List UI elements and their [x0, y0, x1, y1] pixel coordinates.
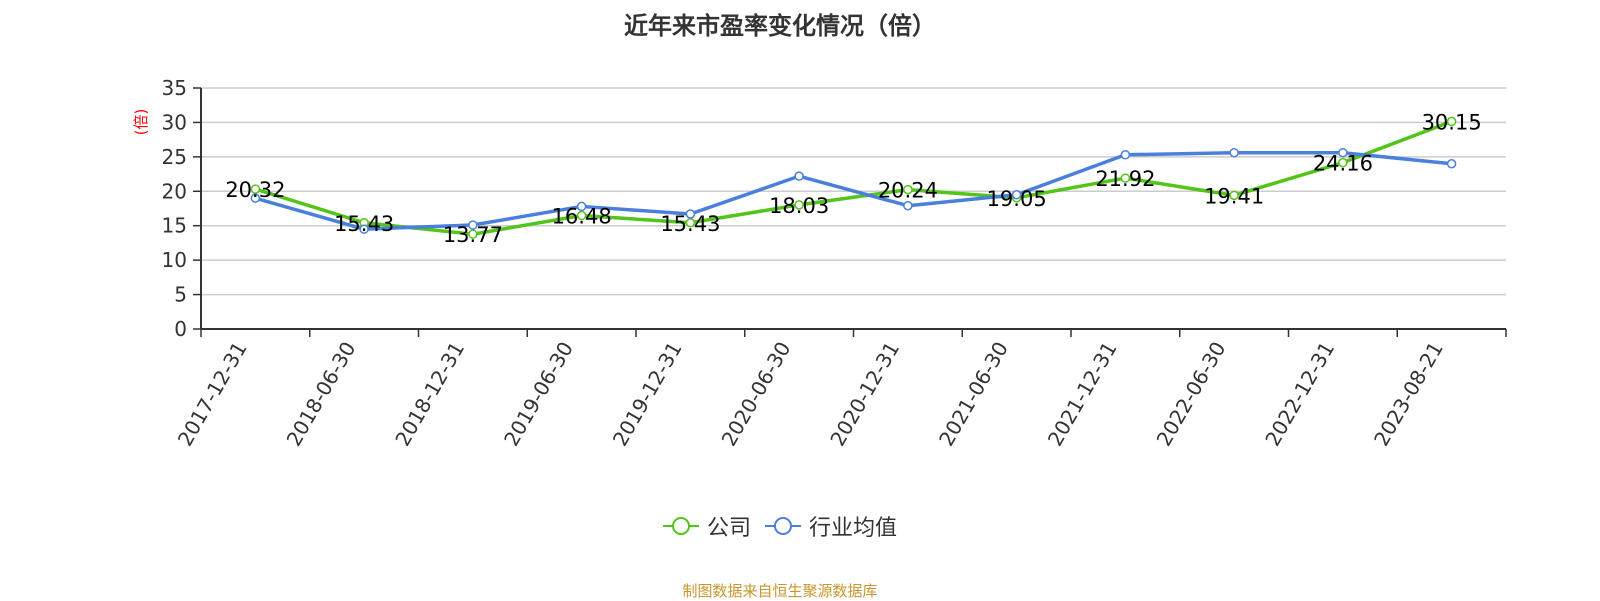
x-tick-label: 2022-12-31 [1260, 338, 1339, 451]
data-point[interactable] [576, 201, 587, 212]
data-point[interactable] [903, 200, 913, 211]
data-label: 19.05 [987, 187, 1047, 211]
data-point[interactable] [468, 220, 478, 230]
data-label: 16.48 [552, 205, 612, 229]
x-tick-label: 2019-12-31 [608, 338, 687, 451]
y-tick-label: 5 [174, 283, 187, 307]
data-source-note: 制图数据来自恒生聚源数据库 [682, 582, 878, 600]
line-chart: 0 5 10 15 20 25 30 35 (倍) 2017-12-31 2018-06-30 201… [132, 76, 1507, 451]
data-label: 15.43 [660, 212, 720, 236]
data-point[interactable] [576, 210, 587, 221]
x-tick-label: 2022-06-30 [1152, 338, 1231, 451]
data-point[interactable] [250, 184, 261, 194]
legend-item-company[interactable]: 公司 [662, 510, 751, 542]
legend: 公司 行业均值 [0, 510, 1560, 542]
data-point[interactable] [685, 209, 696, 219]
data-point[interactable] [250, 193, 261, 203]
x-tick-label: 2020-06-30 [717, 338, 796, 451]
y-axis-unit: (倍) [132, 109, 150, 136]
data-label: 20.32 [225, 178, 285, 202]
data-point[interactable] [1011, 189, 1022, 200]
y-tick-label: 30 [162, 110, 187, 134]
data-point[interactable] [1120, 150, 1131, 160]
series-line [254, 150, 1452, 231]
x-tick-label: 2018-12-31 [390, 338, 469, 451]
data-point[interactable] [1229, 147, 1239, 158]
chart-title: 近年来市盈率变化情况（倍） [624, 12, 936, 40]
legend-line-circle-icon [662, 517, 699, 535]
series-line [254, 119, 1453, 236]
data-point[interactable] [468, 229, 478, 239]
x-tick-label: 2023-08-21 [1369, 338, 1448, 451]
legend-line-circle-icon [765, 517, 801, 535]
legend-item-industry[interactable]: 行业均值 [765, 510, 897, 542]
data-point[interactable] [903, 184, 913, 195]
y-tick-label: 10 [162, 248, 187, 272]
data-point[interactable] [1120, 173, 1131, 183]
legend-label: 公司 [706, 516, 751, 541]
y-tick-label: 0 [174, 317, 187, 341]
data-label: 15.43 [334, 212, 394, 236]
data-point[interactable] [1229, 190, 1239, 201]
data-label: 18.03 [769, 194, 829, 218]
x-tick-label: 2021-12-31 [1043, 338, 1122, 451]
data-point[interactable] [1446, 158, 1457, 169]
y-tick-label: 20 [162, 179, 187, 203]
data-point[interactable] [1338, 157, 1348, 168]
data-point[interactable] [359, 224, 369, 234]
x-tick-label: 2020-12-31 [825, 338, 904, 451]
legend-label: 行业均值 [809, 516, 898, 541]
data-point[interactable] [1338, 147, 1348, 158]
x-tick-label: 2017-12-31 [173, 338, 252, 451]
data-label: 19.41 [1204, 184, 1264, 208]
x-tick-label: 2019-06-30 [499, 338, 578, 451]
data-label: 21.92 [1095, 167, 1155, 191]
data-label: 13.77 [443, 223, 503, 247]
data-point[interactable] [794, 200, 804, 210]
data-label: 24.16 [1313, 152, 1373, 176]
y-tick-label: 35 [162, 76, 187, 100]
data-point[interactable] [794, 171, 804, 181]
y-tick-label: 15 [162, 214, 187, 238]
x-tick-label: 2018-06-30 [282, 338, 361, 451]
y-tick-label: 25 [162, 145, 187, 169]
data-label: 30.15 [1422, 110, 1482, 134]
data-label: 20.24 [878, 179, 938, 203]
x-tick-label: 2021-06-30 [934, 338, 1013, 451]
data-point[interactable] [1446, 116, 1457, 127]
